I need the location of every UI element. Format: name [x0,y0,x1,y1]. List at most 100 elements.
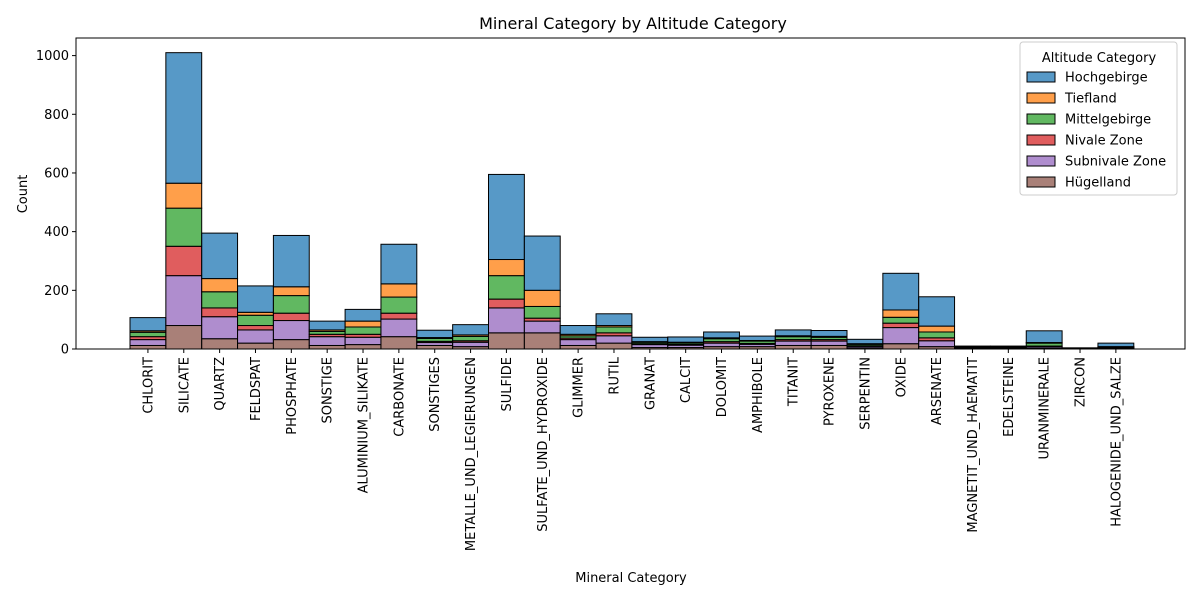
legend-swatch [1027,72,1055,82]
bar-segment [775,341,811,345]
bar-segment [345,309,381,321]
bar-segment [381,297,417,313]
x-tick-label: SULFIDE [500,357,515,412]
bar-segment [596,343,632,349]
bar-segment [309,337,345,346]
bar-segment [166,53,202,184]
x-tick-label: CALCIT [679,357,694,403]
bar-segment [524,306,560,318]
legend-label: Mittelgebirge [1065,113,1151,128]
bar-segment [775,345,811,349]
x-tick-label: SONSTIGES [428,357,443,432]
x-tick-label: CHLORIT [141,357,156,414]
bar-segment [489,174,525,259]
x-tick-label: METALLE_UND_LEGIERUNGEN [464,357,479,551]
legend-swatch [1027,156,1055,166]
bar-segment [345,327,381,334]
y-tick-label: 400 [44,225,69,240]
bar-segment [238,330,274,343]
bar-segment [919,326,955,332]
bar-segment [166,246,202,275]
bar-segment [883,344,919,349]
y-tick-label: 200 [44,284,69,299]
x-axis-label: Mineral Category [575,571,687,586]
bar-segment [202,279,238,292]
bar-segment [811,345,847,349]
bar-segment [345,345,381,349]
bar-segment [381,284,417,297]
bar-segment [524,236,560,290]
bar-segment [847,339,883,343]
bar-segment [560,326,596,335]
bar-segment [202,233,238,278]
bar-segment [524,290,560,306]
legend-swatch [1027,135,1055,145]
x-tick-label: SILICATE [177,357,192,413]
legend-label: Nivale Zone [1065,134,1143,149]
bar-segment [309,321,345,330]
x-tick-label: DOLOMIT [715,357,730,417]
chart-title: Mineral Category by Altitude Category [479,14,787,33]
x-tick-label: ALUMINIUM_SILIKATE [357,357,372,493]
bar-segment [273,321,309,340]
bar-segment [202,292,238,308]
x-tick-label: ARSENATE [930,357,945,425]
y-tick-label: 1000 [36,49,69,64]
bar-segment [489,299,525,308]
bar-segment [668,337,704,342]
x-tick-label: GRANAT [643,357,658,410]
bar-segment [919,332,955,338]
x-tick-label: QUARTZ [213,357,228,411]
bar-segment [417,330,453,337]
bar-segment [560,345,596,349]
bar-segment [238,315,274,325]
bar-segment [130,345,166,349]
bar-segment [524,333,560,349]
bar-segment [489,276,525,299]
bar-segment [202,339,238,349]
bar-segment [883,273,919,310]
x-tick-label: SONSTIGE [321,357,336,424]
bar-segment [381,337,417,349]
x-tick-label: FELDSPAT [249,357,264,421]
bar-segment [453,342,489,346]
bar-segment [381,319,417,337]
bar-segment [381,313,417,319]
bar-segment [1026,331,1062,343]
bar-segment [273,313,309,320]
legend-swatch [1027,177,1055,187]
bar-segment [955,346,991,347]
bar-segment [345,321,381,327]
bar-segment [489,260,525,276]
bar-segment [238,326,274,330]
x-tick-label: AMPHIBOLE [751,357,766,433]
y-tick-label: 800 [44,108,69,123]
bar-segment [381,244,417,284]
bar-segment [166,276,202,326]
bar-segment [166,326,202,349]
bar-segment [130,340,166,346]
bar-segment [453,325,489,335]
y-tick-label: 600 [44,166,69,181]
bar-segment [811,331,847,337]
bar-segment [739,336,775,340]
legend-label: Tiefland [1064,92,1117,107]
bar-segment [704,343,740,347]
bar-segment [489,308,525,333]
legend-label: Hochgebirge [1065,71,1148,86]
legend-swatch [1027,114,1055,124]
x-tick-label: EDELSTEINE [1002,357,1017,437]
bar-segment [202,317,238,339]
bar-segment [273,287,309,296]
x-tick-label: MAGNETIT_UND_HAEMATIT [966,357,981,533]
bar-segment [596,336,632,343]
bar-segment [273,296,309,314]
legend-label: Hügelland [1065,176,1131,191]
x-tick-label: SULFATE_UND_HYDROXIDE [536,357,551,532]
bar-segment [775,330,811,336]
bar-segment [883,323,919,327]
bar-segment [166,208,202,246]
bar-segment [1098,343,1134,347]
